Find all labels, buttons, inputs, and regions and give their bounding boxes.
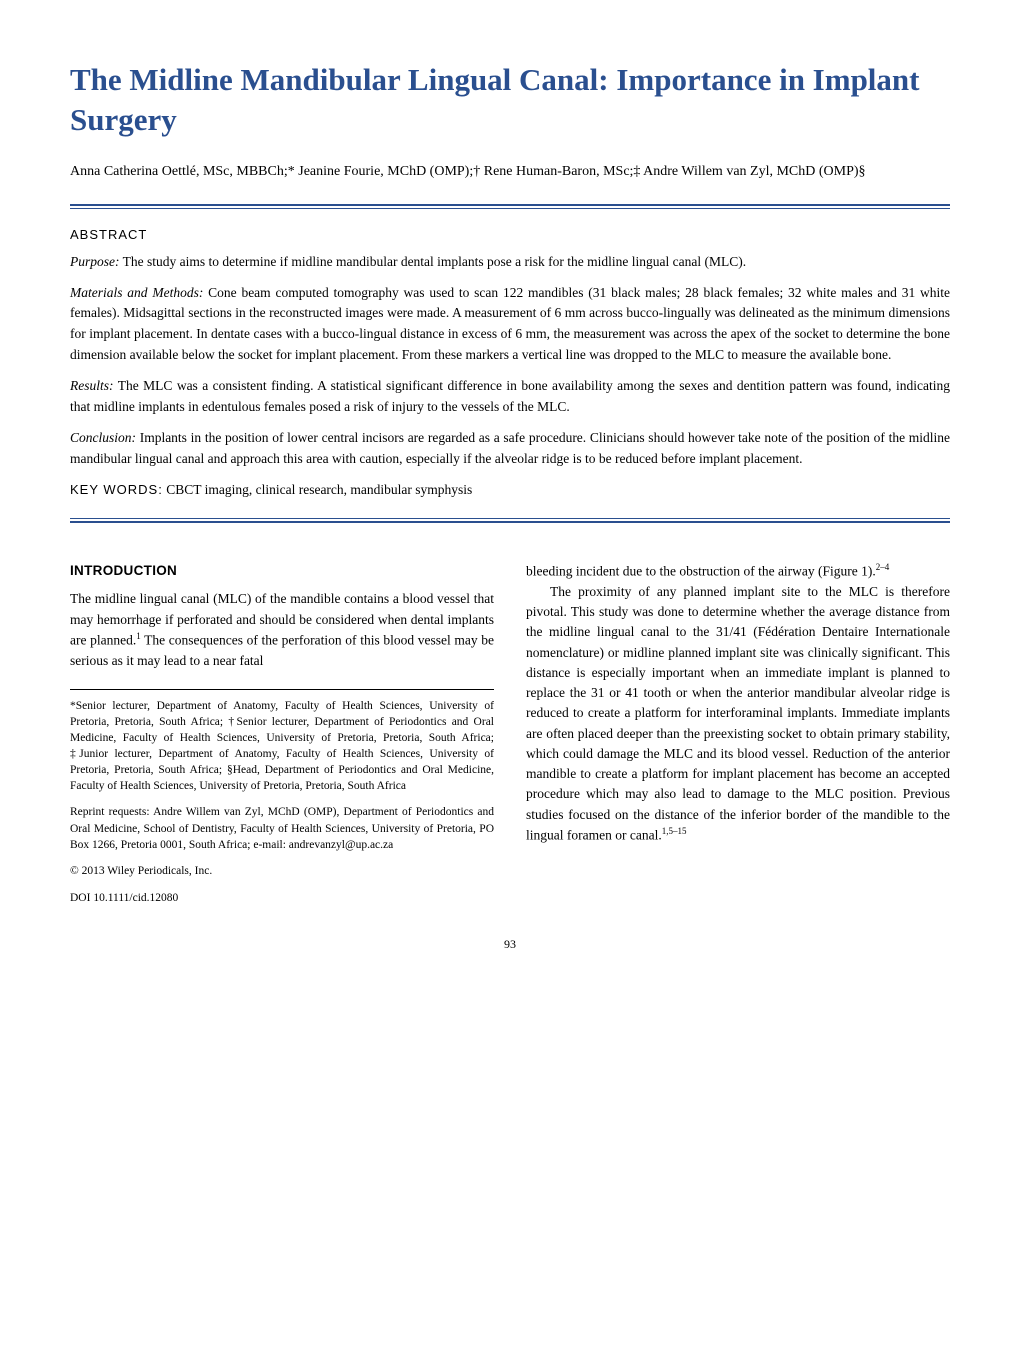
divider-top: [70, 204, 950, 209]
footnote-reprint: Reprint requests: Andre Willem van Zyl, …: [70, 804, 494, 852]
intro-p1-sup2: 2–4: [876, 562, 890, 572]
abstract-results: Results: The MLC was a consistent findin…: [70, 376, 950, 418]
divider-bottom: [70, 518, 950, 523]
column-right: bleeding incident due to the obstruction…: [526, 561, 950, 907]
intro-para2: The proximity of any planned implant sit…: [526, 582, 950, 846]
conclusion-label: Conclusion:: [70, 430, 136, 445]
intro-p1-cont: bleeding incident due to the obstruction…: [526, 564, 876, 579]
keywords: KEY WORDS: CBCT imaging, clinical resear…: [70, 480, 950, 500]
abstract-heading: ABSTRACT: [70, 227, 950, 242]
article-title: The Midline Mandibular Lingual Canal: Im…: [70, 60, 950, 141]
methods-label: Materials and Methods:: [70, 285, 203, 300]
intro-p2-sup: 1,5–15: [662, 826, 687, 836]
copyright: © 2013 Wiley Periodicals, Inc.: [70, 863, 494, 880]
results-label: Results:: [70, 378, 114, 393]
keywords-label: KEY WORDS:: [70, 482, 163, 497]
purpose-label: Purpose:: [70, 254, 120, 269]
abstract-methods: Materials and Methods: Cone beam compute…: [70, 283, 950, 367]
body-columns: INTRODUCTION The midline lingual canal (…: [70, 561, 950, 907]
intro-para1-left: The midline lingual canal (MLC) of the m…: [70, 589, 494, 671]
abstract-purpose: Purpose: The study aims to determine if …: [70, 252, 950, 273]
footnote-affiliations: *Senior lecturer, Department of Anatomy,…: [70, 698, 494, 795]
results-text: The MLC was a consistent finding. A stat…: [70, 378, 950, 414]
intro-p2-text: The proximity of any planned implant sit…: [526, 584, 950, 843]
doi: DOI 10.1111/cid.12080: [70, 890, 494, 907]
conclusion-text: Implants in the position of lower centra…: [70, 430, 950, 466]
keywords-text: CBCT imaging, clinical research, mandibu…: [163, 482, 472, 497]
abstract-conclusion: Conclusion: Implants in the position of …: [70, 428, 950, 470]
author-list: Anna Catherina Oettlé, MSc, MBBCh;* Jean…: [70, 161, 950, 182]
purpose-text: The study aims to determine if midline m…: [120, 254, 747, 269]
column-left: INTRODUCTION The midline lingual canal (…: [70, 561, 494, 907]
footnote-rule: [70, 689, 494, 690]
introduction-heading: INTRODUCTION: [70, 561, 494, 581]
page-number: 93: [70, 937, 950, 952]
intro-para1-right: bleeding incident due to the obstruction…: [526, 561, 950, 582]
